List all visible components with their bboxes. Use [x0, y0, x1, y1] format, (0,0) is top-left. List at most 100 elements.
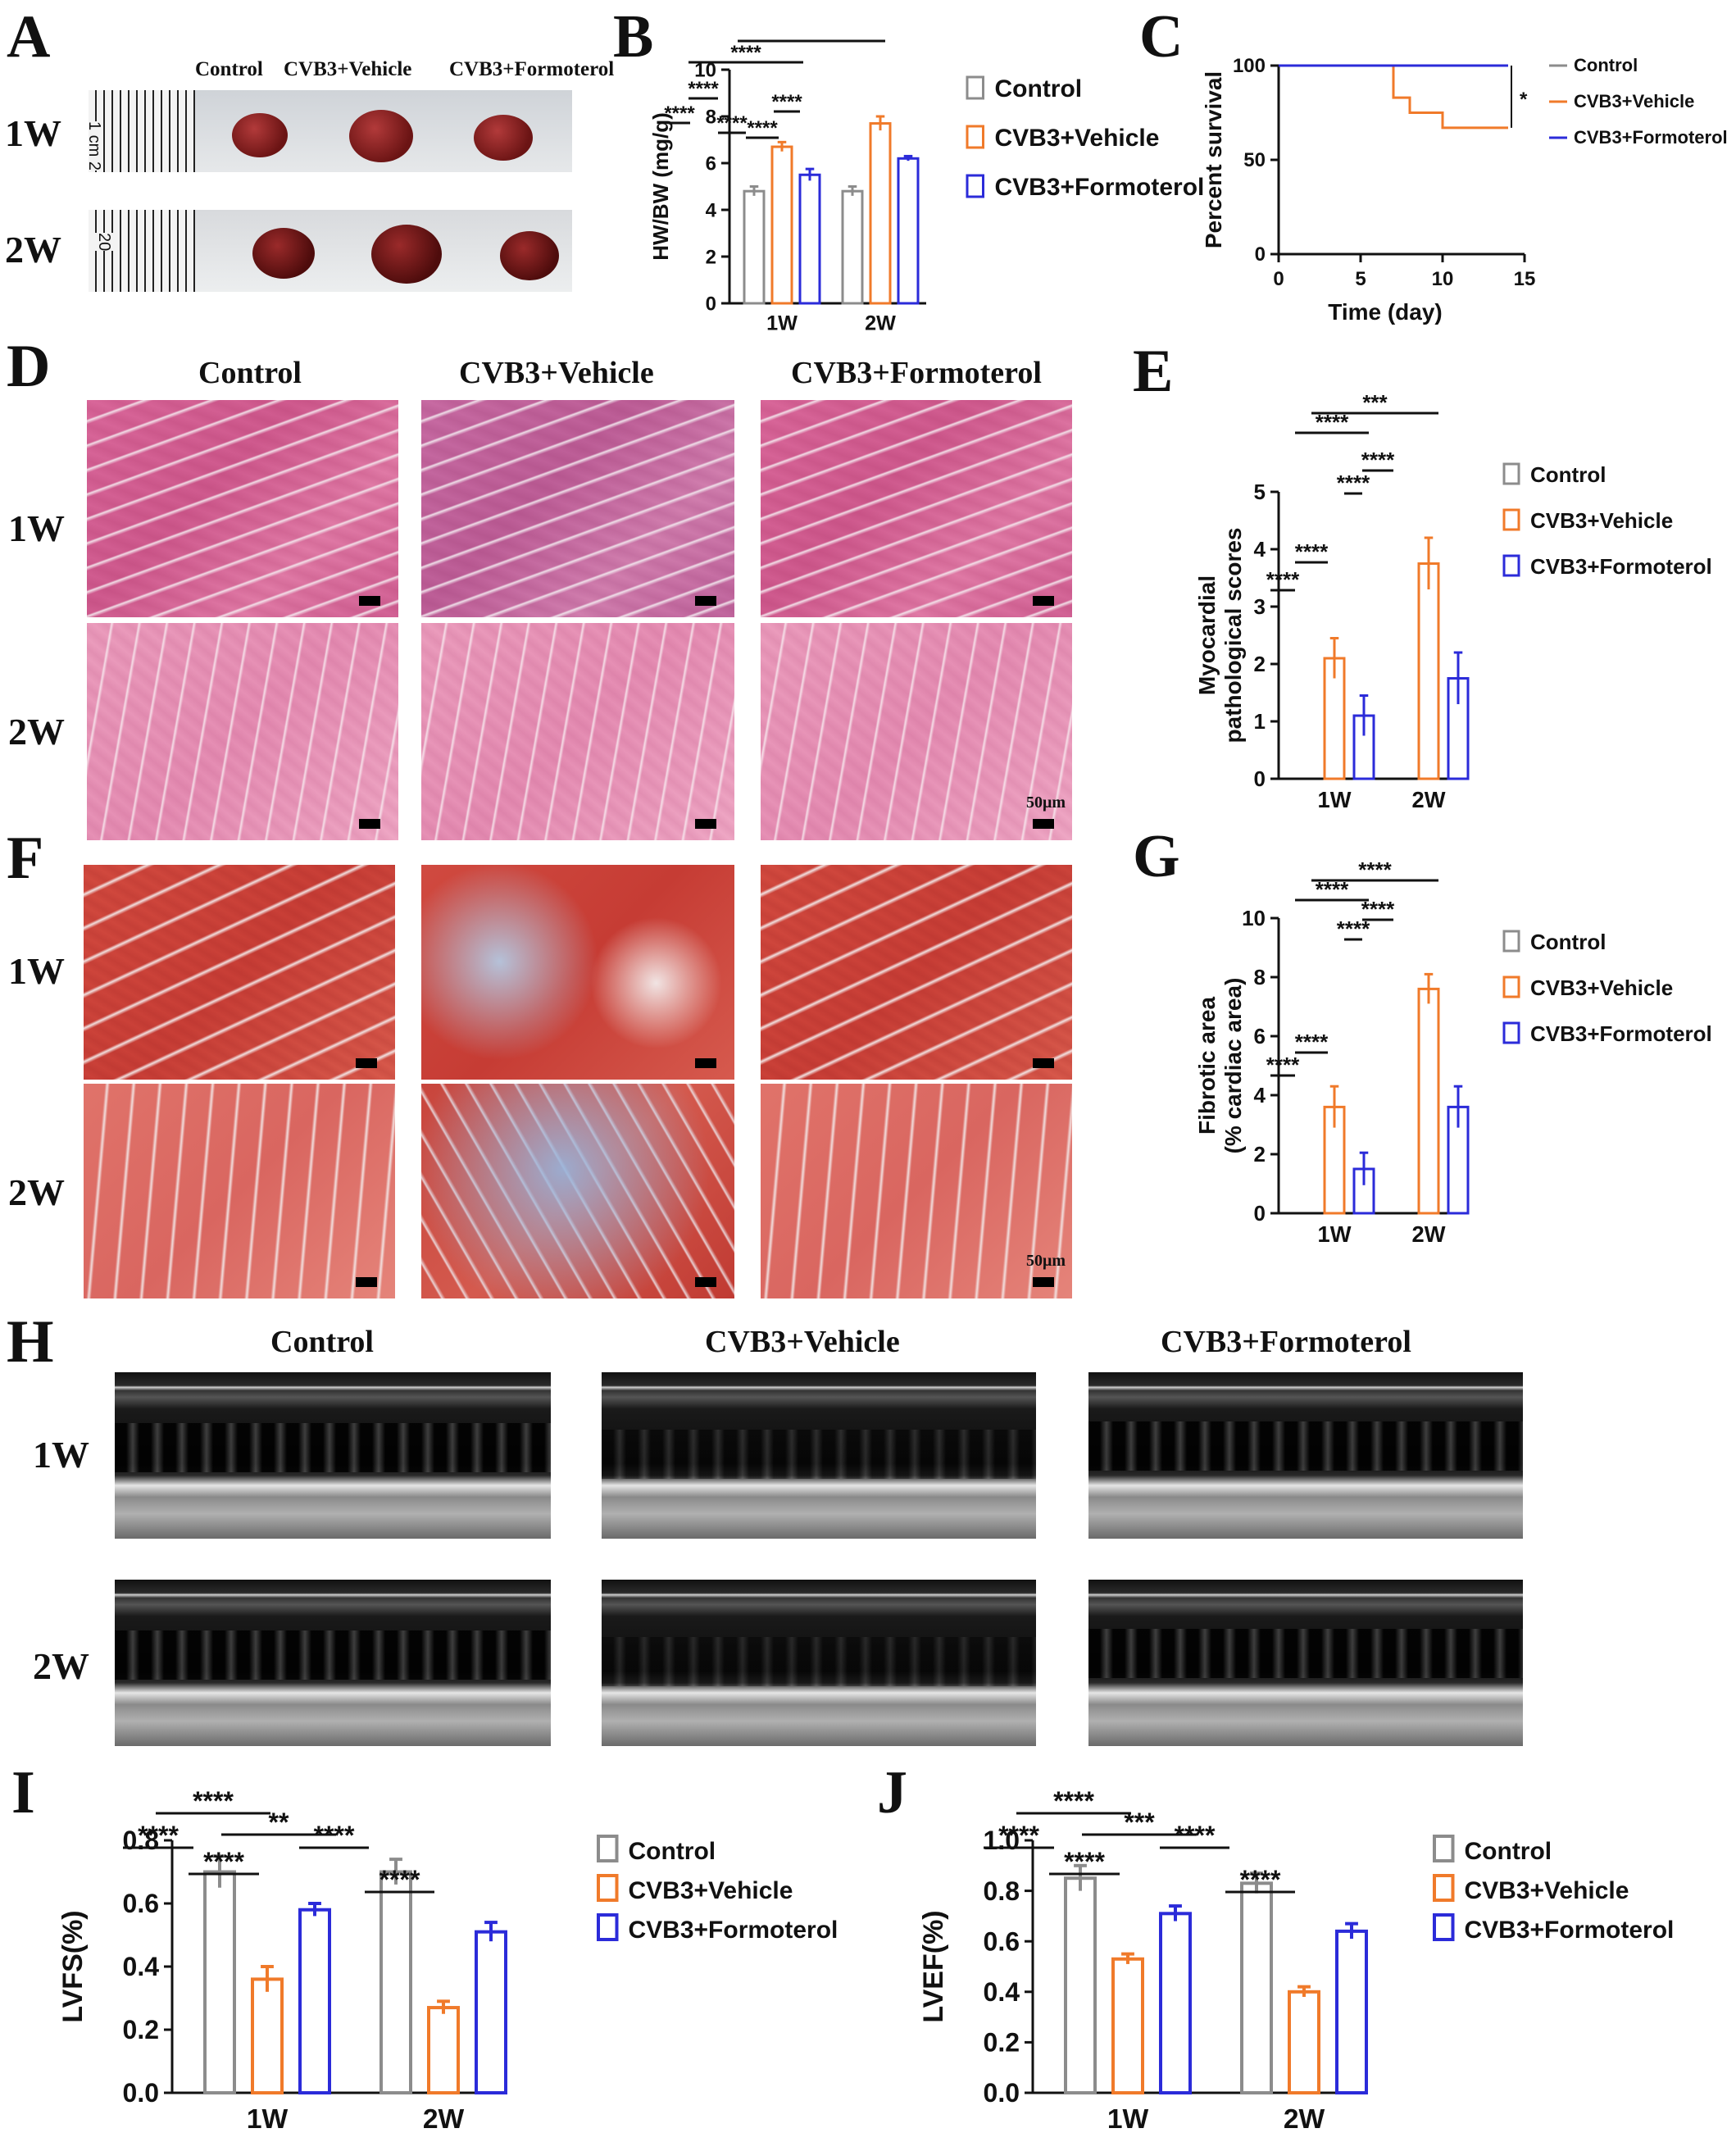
y-tick-label-e-0: 0	[1254, 766, 1266, 791]
sig-label-b-1: ****	[688, 78, 719, 100]
chart-c: 0 50 100 0 5 10 15 Time (day) Percent survival Co…	[1201, 55, 1728, 325]
panel-h-col-vehicle: CVB3+Vehicle	[705, 1325, 900, 1359]
y-tick-label-b-1: 2	[706, 246, 716, 268]
chart-e: 0 1 2 3 4 5 Myocardial pathological scores 1W 2W *…	[1194, 390, 1712, 812]
sig-label-g-5: ****	[1358, 857, 1392, 882]
panel-h-col-formoterol: CVB3+Formoterol	[1161, 1325, 1411, 1359]
heart-photo-2w: 20	[89, 210, 572, 292]
panel-letter-d: D	[7, 333, 51, 400]
sig-label-b-2: ****	[716, 112, 748, 134]
panel-h-row-1w: 1W	[33, 1434, 89, 1476]
legend-swatch-b-0	[966, 75, 984, 100]
panel-letter-j: J	[877, 1759, 907, 1826]
y-tick-label-b-0: 0	[706, 293, 716, 315]
legend-label-e-0: Control	[1530, 462, 1606, 487]
echo-vehicle-2w	[602, 1580, 1036, 1746]
legend-swatch-i-2	[597, 1913, 619, 1941]
y-axis-label-j: LVEF(%)	[918, 1910, 949, 2022]
bar-i-2W-0	[379, 1870, 412, 2094]
bar-i-2W-2	[475, 1930, 507, 2094]
x-tick-label-j-1: 2W	[1284, 2104, 1325, 2135]
sig-label-c: *	[1520, 89, 1528, 111]
legend-swatch-e-2	[1502, 554, 1520, 577]
he-stain-formoterol-1w	[761, 400, 1072, 617]
sig-label-i-3: ****	[379, 1865, 420, 1894]
panel-letter-i: I	[11, 1759, 35, 1826]
echo-control-1w	[115, 1372, 551, 1539]
legend-swatch-b-1	[966, 125, 984, 149]
legend-label-i-1: CVB3+Vehicle	[629, 1877, 793, 1904]
y-tick-label-b-2: 4	[706, 199, 717, 221]
legend-swatch-j-2	[1433, 1913, 1455, 1941]
panel-d-row-1w: 1W	[8, 507, 65, 549]
legend-label-i-0: Control	[629, 1838, 716, 1865]
sig-label-b-0: ****	[664, 102, 695, 125]
panel-h-row-2w: 2W	[33, 1645, 89, 1687]
ruler-label-1w: 1 cm 2	[89, 121, 103, 171]
legend-label-b-1: CVB3+Vehicle	[995, 125, 1160, 152]
x-tick-label-e-1: 2W	[1412, 787, 1446, 812]
bar-i-2W-1	[427, 2006, 460, 2094]
x-tick-label-e-0: 1W	[1318, 787, 1352, 812]
panel-a-row-1w: 1W	[5, 112, 61, 154]
sig-label-i-5: **	[269, 1808, 289, 1837]
legend-swatch-g-2	[1502, 1021, 1520, 1044]
x-tick-label-c-3: 15	[1514, 268, 1536, 290]
y-axis-label-e: Myocardial	[1194, 575, 1220, 695]
panel-letter-c: C	[1139, 3, 1184, 70]
sig-label-i-1: ****	[203, 1847, 244, 1876]
panel-f-row-2w: 2W	[8, 1171, 65, 1213]
heart-vehicle-2w	[371, 225, 442, 284]
y-tick-label-c-0: 0	[1255, 243, 1266, 266]
ruler-1w	[89, 90, 195, 172]
legend-swatch-g-0	[1502, 930, 1520, 953]
panel-letter-b: B	[613, 3, 654, 70]
y-tick-label-j-4: 0.8	[984, 1876, 1020, 1906]
y-tick-label-j-5: 1.0	[984, 1826, 1020, 1855]
panel-letter-e: E	[1133, 338, 1174, 405]
sig-label-g-1: ****	[1295, 1030, 1329, 1054]
panel-d-col-vehicle: CVB3+Vehicle	[459, 356, 654, 390]
x-tick-label-g-0: 1W	[1318, 1221, 1352, 1247]
echo-formoterol-1w	[1088, 1372, 1523, 1539]
y-tick-label-i-0: 0.0	[123, 2078, 159, 2108]
panel-letter-a: A	[7, 3, 51, 70]
y-axis-label-e-1: pathological scores	[1220, 528, 1246, 744]
bar-j-2W-0	[1240, 1881, 1273, 2094]
scale-label-f: 50μm	[1026, 1252, 1066, 1270]
y-tick-label-j-1: 0.2	[984, 2028, 1020, 2058]
x-tick-label-i-1: 2W	[423, 2104, 465, 2135]
echo-formoterol-2w	[1088, 1580, 1523, 1746]
sig-label-j-1: ****	[1064, 1847, 1105, 1876]
masson-stain-vehicle-2w	[421, 1084, 734, 1298]
x-tick-label-i-0: 1W	[247, 2104, 289, 2135]
y-tick-label-e-3: 3	[1254, 594, 1266, 619]
y-tick-label-g-0: 0	[1254, 1201, 1266, 1226]
legend-label-i-2: CVB3+Formoterol	[629, 1917, 838, 1944]
sig-label-j-5: ***	[1124, 1808, 1155, 1837]
chart-g: 0 2 4 6 8 10 Fibrotic area (% cardiac area) 1W 2W…	[1194, 857, 1712, 1247]
legend-label-b-0: Control	[995, 75, 1083, 102]
legend-swatch-j-0	[1433, 1835, 1455, 1862]
panel-f-row-1w: 1W	[8, 950, 65, 992]
y-tick-label-g-3: 6	[1254, 1024, 1266, 1048]
legend-label-e-2: CVB3+Formoterol	[1530, 554, 1712, 579]
panel-a-col-formoterol: CVB3+Formoterol	[449, 58, 615, 80]
panel-letter-h: H	[7, 1308, 54, 1376]
bar-e-2W-1	[1417, 562, 1440, 780]
legend-label-c-0: Control	[1574, 55, 1638, 75]
heart-vehicle-1w	[349, 110, 413, 162]
masson-stain-control-2w	[84, 1084, 395, 1298]
legend-label-g-0: Control	[1530, 930, 1606, 954]
y-axis-label-g-1: (% cardiac area)	[1220, 978, 1246, 1154]
bar-i-1W-2	[298, 1908, 331, 2094]
masson-stain-vehicle-1w	[421, 865, 734, 1080]
x-tick-label-b-0: 1W	[766, 312, 798, 334]
x-tick-label-c-1: 5	[1355, 268, 1366, 290]
panel-d-row-2w: 2W	[8, 711, 65, 753]
x-tick-label-b-1: 2W	[865, 312, 896, 334]
bar-i-1W-0	[203, 1870, 236, 2094]
panel-letter-f: F	[7, 825, 44, 892]
ruler-label-2w: 20	[94, 233, 113, 252]
